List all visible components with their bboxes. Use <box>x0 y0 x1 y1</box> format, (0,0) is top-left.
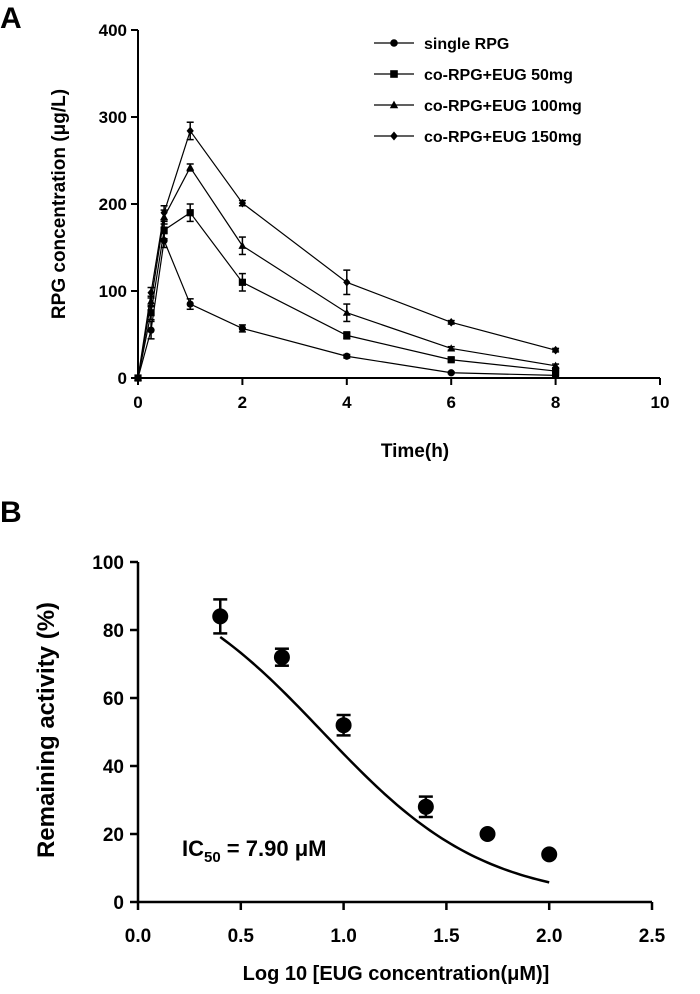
panel-a-data-point <box>147 309 155 317</box>
ic50-value: = 7.90 μM <box>221 836 327 861</box>
panel-a-data-point <box>447 318 455 327</box>
panel-b-x-tick-label: 1.0 <box>330 926 356 947</box>
panel-a-legend-marker <box>390 131 398 141</box>
panel-b: B 0.0 0.5 1.0 1.5 2.0 2.5 0 20 40 60 80 100 IC50 = … <box>0 496 666 985</box>
panel-b-data-point <box>541 846 558 863</box>
panel-a-x-tick-label: 2 <box>238 393 247 412</box>
panel-a-legend: single RPG co-RPG+EUG 50mg co-RPG+EUG 100m… <box>374 36 582 146</box>
panel-b-data-point <box>479 826 496 842</box>
panel-a-legend-item: co-RPG+EUG 150mg <box>374 129 582 146</box>
panel-b-y-tick-label: 0 <box>113 893 124 914</box>
panel-a-y-tick-label: 100 <box>99 282 127 301</box>
panel-a-data-point <box>186 163 195 171</box>
panel-a-label: A <box>0 2 22 35</box>
panel-a-series-4 <box>134 121 560 383</box>
panel-a-x-tick-label: 0 <box>133 393 142 412</box>
panel-a-data-point <box>343 331 351 339</box>
panel-a-legend-item: single RPG <box>374 36 509 53</box>
ic50-subscript: 50 <box>204 849 221 866</box>
panel-b-x-tick-label: 1.5 <box>433 926 460 947</box>
panel-a-data-point <box>552 345 560 355</box>
panel-b-label: B <box>0 496 22 529</box>
panel-b-data-point <box>273 649 290 666</box>
panel-a-data-point <box>238 198 246 208</box>
panel-a-x-tick-label: 8 <box>551 393 560 412</box>
panel-a-data-point <box>552 367 560 375</box>
panel-a-data-point <box>343 352 351 360</box>
panel-a-data-point <box>147 288 155 298</box>
panel-a-series <box>134 121 560 383</box>
ic50-prefix: IC <box>182 836 204 861</box>
panel-b-y-axis-title: Remaining activity (%) <box>33 602 60 858</box>
panel-b-y-tick-label: 20 <box>103 825 124 846</box>
panel-a-data-point <box>238 324 246 333</box>
panel-b-x-tick-label: 0.0 <box>125 926 151 947</box>
panel-a-data-point <box>447 369 455 377</box>
panel-a-x-tick-label: 10 <box>651 393 670 412</box>
panel-a-data-point <box>147 326 155 334</box>
panel-a-legend-label: co-RPG+EUG 50mg <box>424 67 573 84</box>
panel-a-legend-item: co-RPG+EUG 50mg <box>374 67 573 84</box>
panel-b-x-axis-title: Log 10 [EUG concentration(μM)] <box>243 963 550 985</box>
panel-a-data-point <box>238 278 246 286</box>
panel-a-legend-label: single RPG <box>424 36 509 53</box>
panel-a-data-point <box>160 226 168 234</box>
panel-a-y-tick-label: 300 <box>99 108 127 127</box>
panel-a-y-tick-label: 200 <box>99 195 127 214</box>
panel-a-legend-label: co-RPG+EUG 100mg <box>424 98 582 115</box>
panel-a-x-axis-title: Time(h) <box>381 441 449 462</box>
panel-b-fit-curve <box>219 636 550 884</box>
panel-a-legend-marker <box>390 39 398 47</box>
panel-a-y-tick-label: 0 <box>118 369 127 388</box>
panel-a-data-point <box>447 356 455 364</box>
panel-a-series-line <box>137 129 556 379</box>
panel-a-data-point <box>342 308 351 316</box>
panel-a-data-point <box>343 277 351 287</box>
panel-a-series-line <box>137 211 556 379</box>
panel-b-y-tick-label: 80 <box>103 621 124 642</box>
panel-a-legend-label: co-RPG+EUG 150mg <box>424 129 582 146</box>
panel-b-ic50-annotation: IC50 = 7.90 μM <box>182 836 326 866</box>
panel-a-data-point <box>160 208 168 218</box>
panel-b-x-tick-label: 0.5 <box>228 926 255 947</box>
panel-b-data-point <box>212 608 229 625</box>
panel-a-data-point <box>551 361 560 369</box>
panel-a-legend-marker <box>389 100 399 109</box>
panel-a-data-point <box>186 209 194 217</box>
panel-a-legend-item: co-RPG+EUG 100mg <box>374 98 582 115</box>
panel-a-y-tick-label: 400 <box>99 21 127 40</box>
panel-a-legend-marker <box>390 70 398 78</box>
panel-b-points <box>212 598 558 863</box>
panel-b-x-tick-label: 2.0 <box>536 926 562 947</box>
panel-a-data-point <box>238 241 247 249</box>
panel-b-x-tick-label: 2.5 <box>639 926 666 947</box>
panel-b-y-tick-label: 40 <box>103 757 124 778</box>
panel-a-data-point <box>186 126 194 136</box>
panel-a-x-tick-label: 6 <box>446 393 455 412</box>
panel-a-data-point <box>134 373 142 383</box>
panel-a-y-axis-title: RPG concentration (μg/L) <box>49 89 70 319</box>
panel-b-y-tick-label: 60 <box>103 689 124 710</box>
panel-b-data-point <box>417 798 434 815</box>
panel-a-data-point <box>186 300 194 308</box>
panel-a-data-point <box>447 344 456 352</box>
panel-b-y-tick-label: 100 <box>92 553 124 574</box>
panel-b-data-point <box>335 717 352 734</box>
panel-a-x-tick-label: 4 <box>342 393 352 412</box>
panel-b-ticks: 0.0 0.5 1.0 1.5 2.0 2.5 0 20 40 60 80 100 <box>92 553 665 947</box>
